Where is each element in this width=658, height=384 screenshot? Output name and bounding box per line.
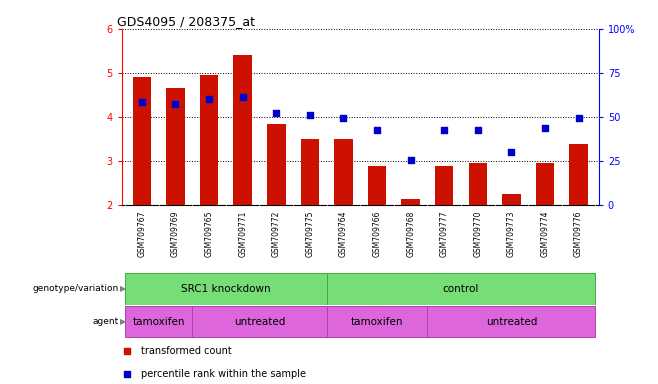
Point — [338, 115, 349, 121]
Bar — [301, 139, 319, 205]
Bar — [326, 273, 595, 305]
Bar — [192, 306, 326, 337]
Bar — [334, 139, 353, 205]
Text: GDS4095 / 208375_at: GDS4095 / 208375_at — [117, 15, 255, 28]
Text: GSM709764: GSM709764 — [339, 211, 348, 257]
Bar — [468, 164, 487, 205]
Point — [439, 127, 449, 133]
Bar — [428, 306, 595, 337]
Bar — [502, 194, 520, 205]
Point — [271, 110, 282, 116]
Text: ▶: ▶ — [120, 317, 126, 326]
Text: GSM709768: GSM709768 — [406, 211, 415, 257]
Text: GSM709773: GSM709773 — [507, 211, 516, 257]
Text: GSM709775: GSM709775 — [305, 211, 315, 257]
Point — [121, 348, 132, 354]
Text: control: control — [443, 284, 479, 294]
Bar — [133, 78, 151, 205]
Text: untreated: untreated — [486, 316, 537, 327]
Text: GSM709774: GSM709774 — [540, 211, 549, 257]
Bar — [125, 273, 326, 305]
Text: GSM709777: GSM709777 — [440, 211, 449, 257]
Point — [137, 99, 147, 105]
Text: percentile rank within the sample: percentile rank within the sample — [141, 369, 306, 379]
Point — [506, 149, 517, 156]
Text: tamoxifen: tamoxifen — [132, 316, 185, 327]
Point — [472, 127, 483, 133]
Bar — [166, 88, 185, 205]
Text: tamoxifen: tamoxifen — [351, 316, 403, 327]
Text: GSM709766: GSM709766 — [372, 211, 382, 257]
Text: GSM709767: GSM709767 — [138, 211, 146, 257]
Bar — [435, 166, 453, 205]
Text: GSM709776: GSM709776 — [574, 211, 583, 257]
Bar — [569, 144, 588, 205]
Bar — [234, 55, 252, 205]
Text: agent: agent — [92, 317, 118, 326]
Text: untreated: untreated — [234, 316, 285, 327]
Text: genotype/variation: genotype/variation — [32, 285, 118, 293]
Bar — [125, 306, 192, 337]
Bar — [267, 124, 286, 205]
Text: SRC1 knockdown: SRC1 knockdown — [181, 284, 270, 294]
Bar — [368, 166, 386, 205]
Bar — [401, 199, 420, 205]
Point — [305, 112, 315, 118]
Text: GSM709765: GSM709765 — [205, 211, 214, 257]
Point — [204, 96, 215, 103]
Point — [573, 115, 584, 121]
Text: GSM709769: GSM709769 — [171, 211, 180, 257]
Bar — [536, 164, 554, 205]
Point — [238, 94, 248, 100]
Point — [405, 157, 416, 163]
Point — [170, 101, 181, 107]
Bar — [326, 306, 428, 337]
Point — [372, 127, 382, 133]
Point — [540, 125, 550, 131]
Text: GSM709772: GSM709772 — [272, 211, 281, 257]
Text: ▶: ▶ — [120, 285, 126, 293]
Bar — [200, 75, 218, 205]
Point — [121, 371, 132, 377]
Text: transformed count: transformed count — [141, 346, 232, 356]
Text: GSM709771: GSM709771 — [238, 211, 247, 257]
Text: GSM709770: GSM709770 — [473, 211, 482, 257]
